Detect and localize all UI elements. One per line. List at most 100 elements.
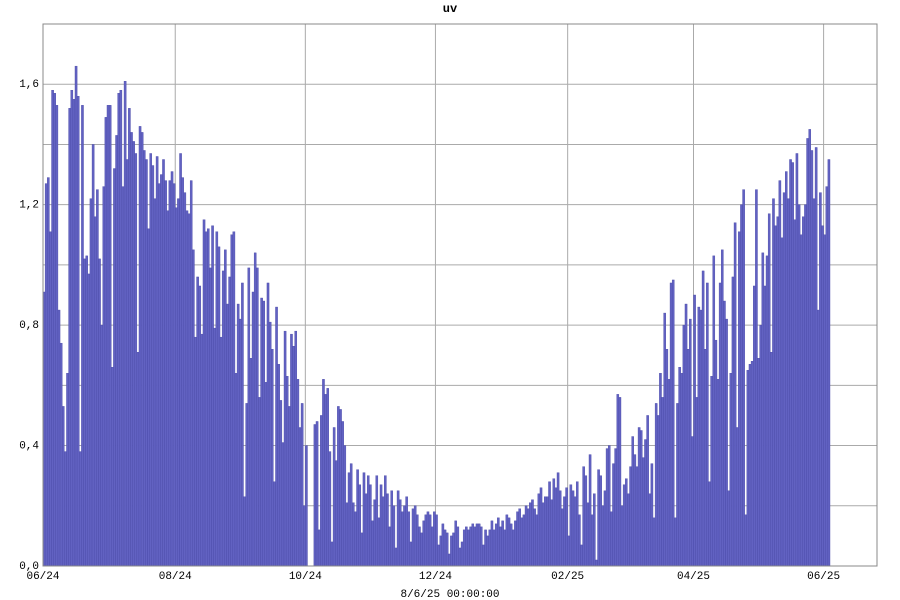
bar [64,451,67,567]
bar [650,463,654,567]
bar [381,496,385,567]
bar [612,463,615,567]
bar [317,529,321,567]
bar [537,493,541,567]
bar [168,180,172,567]
bar [371,520,374,567]
bar [296,379,300,567]
bar [445,532,449,567]
bar [343,445,347,567]
bar [733,222,737,567]
bar [671,279,675,567]
x-axis-label: 8/6/25 00:00:00 [400,589,499,600]
bar [710,376,713,567]
y-tick-label: 0,0 [19,561,39,573]
bar [539,487,543,567]
bar [435,514,438,567]
bar [644,439,647,567]
bar [175,207,178,567]
bar [774,225,777,567]
bar [484,529,487,567]
bar [443,529,447,567]
bar [221,270,225,567]
bar [275,306,278,567]
bar [441,523,445,567]
bar [731,276,735,567]
bar [200,333,204,567]
bar [586,502,590,567]
bar [667,379,671,567]
bar [684,303,688,567]
bar [763,285,767,567]
bar [765,255,769,567]
bar [821,225,824,567]
bar [488,529,492,567]
bar [364,493,368,567]
bar [160,174,163,567]
bar [166,210,170,567]
bar [770,352,773,567]
bar [625,478,628,567]
bar [546,496,549,567]
bar [347,472,351,567]
bar [352,502,355,567]
bar [422,520,425,567]
bar [554,487,558,567]
bar [149,153,152,567]
bar [563,496,566,567]
bar [780,237,784,567]
bar [797,204,801,567]
bar [652,517,656,567]
bar [102,186,106,567]
bar [718,282,722,567]
bar [271,349,274,567]
bar [620,505,624,567]
bar [115,135,118,567]
bar [66,373,69,567]
bar [477,523,481,567]
bar [573,496,577,567]
bars [42,65,831,567]
bar [454,520,457,567]
bar [452,532,455,567]
bar [398,499,402,567]
bar [757,358,760,567]
bar [55,105,59,567]
bar [358,484,361,567]
bar [819,192,822,567]
bar [699,309,703,567]
bar [68,108,71,567]
bar [501,520,504,567]
bar [407,511,411,567]
bar [571,490,575,567]
bar [631,436,634,567]
bar [657,415,660,567]
bar [695,397,698,567]
bar [187,213,191,567]
bar [326,388,329,567]
bar [420,532,423,567]
bar [810,150,814,567]
bar [627,493,630,567]
bar [669,282,673,567]
bar [262,300,266,567]
bar [81,105,84,567]
bar [761,252,765,567]
bar [535,514,539,567]
bar [499,526,502,567]
bar [288,406,291,567]
bar [281,442,285,567]
bar [93,216,97,567]
bar [753,285,756,567]
bar [379,484,383,567]
bar [305,445,308,567]
bar [268,321,272,567]
bar [637,427,641,567]
x-tick-label: 12/24 [419,571,452,583]
bar [740,204,743,567]
bar [514,520,517,567]
bar [185,210,189,567]
bar [111,367,114,567]
bar [616,394,620,567]
bar [605,448,609,567]
